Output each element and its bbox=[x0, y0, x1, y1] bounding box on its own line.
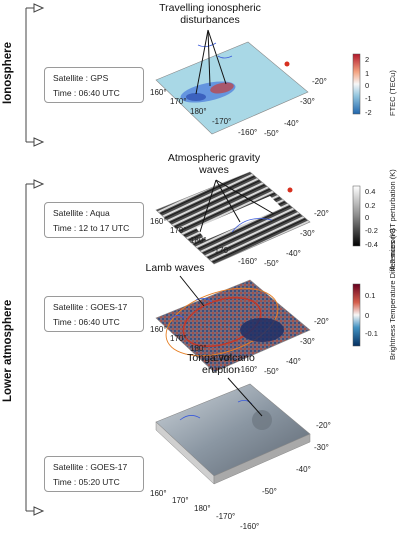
svg-text:0.1: 0.1 bbox=[365, 291, 375, 300]
lon-tick: -160° bbox=[240, 522, 259, 531]
lat-tick: -50° bbox=[264, 367, 279, 376]
annotation-gravity-waves: Atmospheric gravity waves bbox=[167, 152, 261, 176]
time-label: Time : 05:20 UTC bbox=[53, 477, 120, 487]
lat-tick: -50° bbox=[264, 129, 279, 138]
lon-tick: -170° bbox=[212, 117, 231, 126]
svg-text:0: 0 bbox=[365, 81, 369, 90]
svg-text:0.2: 0.2 bbox=[365, 201, 375, 210]
lat-tick: -40° bbox=[286, 357, 301, 366]
svg-text:-1: -1 bbox=[365, 94, 372, 103]
lon-tick: 170° bbox=[170, 97, 187, 106]
lat-tick: -30° bbox=[300, 337, 315, 346]
info-box-goes-lamb: Satellite : GOES-17 Time : 06:40 UTC bbox=[44, 296, 144, 332]
lon-tick: -160° bbox=[238, 365, 257, 374]
info-box-goes-eruption: Satellite : GOES-17 Time : 05:20 UTC bbox=[44, 456, 144, 492]
lower-atmosphere-bracket bbox=[25, 179, 45, 516]
lat-tick: -50° bbox=[262, 487, 277, 496]
svg-text:-0.2: -0.2 bbox=[365, 226, 378, 235]
ionosphere-label: Ionosphere bbox=[2, 42, 14, 104]
lon-tick: -160° bbox=[238, 128, 257, 137]
svg-text:0.4: 0.4 bbox=[365, 187, 375, 196]
lon-tick: 160° bbox=[150, 217, 167, 226]
info-box-gps: Satellite : GPS Time : 06:40 UTC bbox=[44, 67, 144, 103]
annotation-eruption: Tonga volcano eruption bbox=[187, 352, 255, 376]
lon-tick: 180° bbox=[190, 107, 207, 116]
lat-tick: -30° bbox=[300, 97, 315, 106]
lat-tick: -40° bbox=[286, 249, 301, 258]
lon-tick: 170° bbox=[170, 226, 187, 235]
lon-tick: 170° bbox=[170, 334, 187, 343]
lon-tick: -170° bbox=[212, 354, 231, 363]
visible-image-block bbox=[155, 383, 311, 485]
satellite-label: Satellite : GPS bbox=[53, 73, 109, 83]
svg-text:4.3 micron BT perturbation (K): 4.3 micron BT perturbation (K) bbox=[388, 169, 397, 270]
annotation-arrows bbox=[179, 29, 275, 417]
lat-tick: -40° bbox=[284, 119, 299, 128]
svg-text:0: 0 bbox=[365, 311, 369, 320]
svg-text:-0.1: -0.1 bbox=[365, 329, 378, 338]
lon-tick: 180° bbox=[190, 236, 207, 245]
lat-tick: -30° bbox=[300, 229, 315, 238]
lon-tick: 160° bbox=[150, 88, 167, 97]
annotation-lamb-waves: Lamb waves bbox=[145, 262, 205, 274]
lat-tick: -20° bbox=[314, 317, 329, 326]
lat-tick: -20° bbox=[312, 77, 327, 86]
lon-tick: 170° bbox=[172, 496, 189, 505]
tid-pattern bbox=[180, 42, 290, 103]
info-box-aqua: Satellite : Aqua Time : 12 to 17 UTC bbox=[44, 202, 144, 238]
svg-text:Brightness Temperature Differe: Brightness Temperature Differences (K) bbox=[388, 228, 397, 360]
axis-ticks: 160° 170° 180° -170° -160° -20° -30° -40… bbox=[150, 77, 331, 531]
lat-tick: -20° bbox=[316, 421, 331, 430]
lon-tick: -170° bbox=[216, 512, 235, 521]
satellite-label: Satellite : Aqua bbox=[53, 208, 110, 218]
lower-atmosphere-label: Lower atmosphere bbox=[2, 299, 14, 402]
lamb-waves-map bbox=[155, 279, 311, 373]
ionosphere-map bbox=[155, 41, 309, 135]
time-label: Time : 12 to 17 UTC bbox=[53, 223, 130, 233]
satellite-label: Satellite : GOES-17 bbox=[53, 462, 128, 472]
annotation-tid: Travelling ionospheric disturbances bbox=[159, 2, 261, 26]
lat-tick: -30° bbox=[314, 443, 329, 452]
svg-text:FTEC (TECu): FTEC (TECu) bbox=[388, 70, 397, 116]
colorbar-btd: 0.1 0 -0.1 Brightness Temperature Differ… bbox=[352, 228, 397, 360]
time-label: Time : 06:40 UTC bbox=[53, 317, 120, 327]
svg-text:1: 1 bbox=[365, 69, 369, 78]
satellite-label: Satellite : GOES-17 bbox=[53, 302, 128, 312]
lon-tick: -160° bbox=[238, 257, 257, 266]
lon-tick: 180° bbox=[190, 344, 207, 353]
lon-tick: 160° bbox=[150, 489, 167, 498]
svg-text:2: 2 bbox=[365, 55, 369, 64]
svg-text:0: 0 bbox=[365, 213, 369, 222]
ionosphere-bracket bbox=[25, 3, 45, 147]
lon-tick: 160° bbox=[150, 325, 167, 334]
svg-text:-0.4: -0.4 bbox=[365, 240, 378, 249]
lat-tick: -40° bbox=[296, 465, 311, 474]
lat-tick: -50° bbox=[264, 259, 279, 268]
time-label: Time : 06:40 UTC bbox=[53, 88, 120, 98]
lat-tick: -20° bbox=[314, 209, 329, 218]
colorbar-bt: 0.4 0.2 0 -0.2 -0.4 4.3 micron BT pertur… bbox=[352, 169, 397, 270]
svg-text:-2: -2 bbox=[365, 108, 372, 117]
lon-tick: -170° bbox=[212, 246, 231, 255]
colorbar-ftec: 2 1 0 -1 -2 FTEC (TECu) bbox=[352, 53, 397, 117]
lon-tick: 180° bbox=[194, 504, 211, 513]
